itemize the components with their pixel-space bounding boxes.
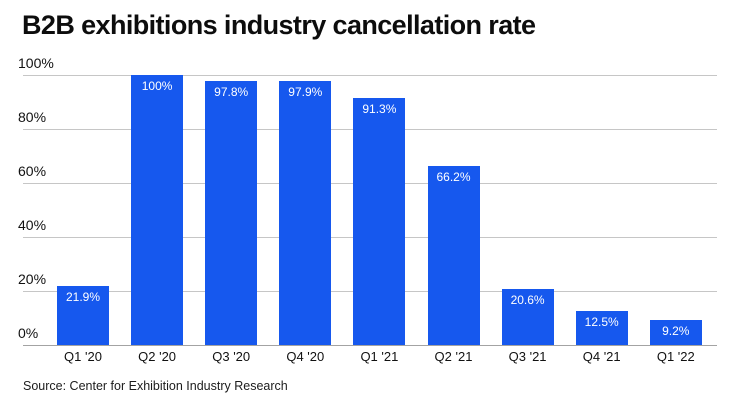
y-axis-label: 60%: [18, 163, 47, 179]
x-axis-label: Q1 '20: [64, 349, 102, 364]
x-axis-label: Q4 '21: [582, 349, 621, 364]
x-axis-label: Q1 '21: [360, 349, 399, 364]
x-axis-label: Q2 '21: [434, 349, 473, 364]
source-attribution: Source: Center for Exhibition Industry R…: [23, 379, 288, 393]
x-axis-label: Q4 '20: [286, 349, 325, 364]
x-axis-label: Q2 '20: [138, 349, 177, 364]
bar-q1-21: 91.3%: [353, 98, 406, 345]
bar-value-label: 97.9%: [288, 84, 323, 99]
x-axis-label: Q3 '21: [508, 349, 547, 364]
bar-q2-21: 66.2%: [427, 166, 480, 345]
y-axis-label: 80%: [18, 109, 47, 125]
bar-q3-20: 97.8%: [205, 80, 258, 345]
bar-value-label: 100%: [141, 79, 173, 93]
bar-q4-20: 97.9%: [279, 80, 332, 345]
gridline: [23, 75, 717, 76]
bar-q1-22: 9.2%: [649, 320, 702, 345]
bar-q3-21: 20.6%: [501, 289, 554, 345]
chart-title: B2B exhibitions industry cancellation ra…: [22, 10, 536, 40]
bar-value-label: 20.6%: [510, 293, 545, 308]
bar-value-label: 12.5%: [584, 315, 619, 330]
bar-q2-20: 100%: [131, 75, 184, 345]
y-axis-label: 0%: [18, 325, 39, 341]
bar-value-label: 97.8%: [214, 84, 249, 99]
y-axis-label: 100%: [18, 55, 54, 71]
bar-q1-20: 21.9%: [57, 285, 109, 345]
bar-value-label: 91.3%: [362, 102, 397, 117]
bar-q4-21: 12.5%: [575, 311, 628, 345]
bar-value-label: 21.9%: [65, 289, 101, 304]
y-axis-label: 20%: [18, 271, 47, 287]
x-axis-label: Q1 '22: [656, 349, 695, 364]
x-axis-label: Q3 '20: [212, 349, 251, 364]
bar-value-label: 9.2%: [662, 324, 690, 339]
bar-value-label: 66.2%: [436, 170, 471, 185]
y-axis-label: 40%: [18, 217, 47, 233]
gridline: [23, 345, 717, 346]
